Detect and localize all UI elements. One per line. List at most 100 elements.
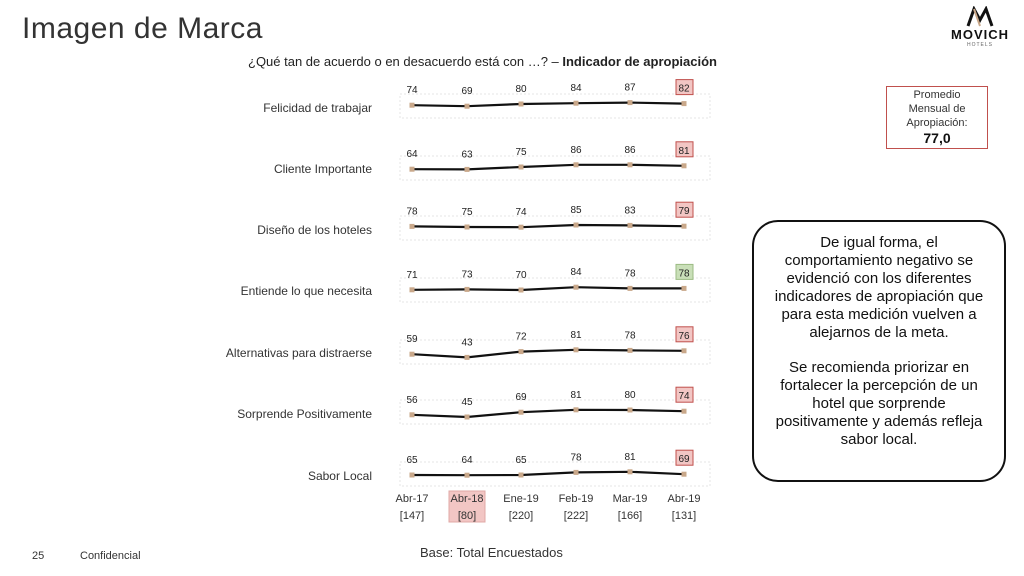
data-label: 69	[515, 392, 527, 403]
data-point	[518, 287, 524, 293]
series-label: Alternativas para distraerse	[226, 346, 372, 360]
data-point	[464, 472, 470, 478]
x-base-label: [131]	[672, 510, 696, 522]
data-label: 74	[406, 85, 418, 96]
data-point	[573, 407, 579, 413]
data-point	[409, 472, 415, 478]
x-base-label: [80]	[458, 510, 476, 522]
logo-name: MOVICH	[951, 27, 1009, 42]
data-label: 74	[515, 207, 527, 218]
average-value: 77,0	[923, 130, 951, 146]
row-guide	[399, 93, 711, 119]
data-label: 64	[461, 455, 473, 466]
data-point	[681, 223, 687, 229]
data-point	[409, 166, 415, 172]
x-tick-label: Feb-19	[559, 493, 594, 505]
data-label: 78	[624, 268, 636, 279]
data-label: 83	[624, 205, 636, 216]
data-point	[464, 354, 470, 360]
data-point	[681, 408, 687, 414]
series-line	[411, 101, 685, 108]
confidential-label: Confidencial	[80, 550, 141, 562]
series-line	[411, 408, 685, 419]
data-label: 78	[624, 330, 636, 341]
series-label: Sabor Local	[308, 469, 372, 483]
series-line	[411, 470, 685, 477]
data-label: 78	[678, 268, 690, 279]
data-label: 45	[461, 397, 473, 408]
series-label: Cliente Importante	[274, 162, 372, 176]
data-point	[681, 285, 687, 291]
x-tick-label: Mar-19	[613, 493, 648, 505]
data-point	[681, 101, 687, 107]
movich-m-icon	[966, 5, 994, 27]
data-label: 70	[515, 270, 527, 281]
period-highlight	[448, 490, 486, 523]
series-label: Diseño de los hoteles	[257, 223, 372, 237]
data-label: 86	[624, 145, 636, 156]
data-point	[627, 407, 633, 413]
row-guide	[399, 215, 711, 241]
data-point	[573, 284, 579, 290]
row-guide	[399, 155, 711, 181]
data-label: 81	[570, 330, 582, 341]
last-value-highlight	[675, 201, 694, 218]
data-point	[573, 162, 579, 168]
data-point	[627, 100, 633, 106]
data-point	[409, 102, 415, 108]
data-point	[518, 409, 524, 415]
subtitle-indicator: Indicador de apropiación	[562, 54, 717, 69]
data-point	[409, 412, 415, 418]
data-label: 43	[461, 337, 473, 348]
series-label: Sorprende Positivamente	[237, 407, 372, 421]
note-paragraph-1: De igual forma, el comportamiento negati…	[774, 234, 984, 341]
chart-subtitle: ¿Qué tan de acuerdo o en desacuerdo está…	[248, 54, 717, 69]
data-point	[464, 103, 470, 109]
data-point	[518, 164, 524, 170]
data-label: 78	[406, 206, 418, 217]
data-label: 81	[570, 390, 582, 401]
data-label: 73	[461, 269, 473, 280]
data-point	[627, 285, 633, 291]
data-label: 72	[515, 332, 527, 343]
average-label-2: Mensual de	[908, 103, 966, 115]
data-point	[681, 163, 687, 169]
data-point	[573, 469, 579, 475]
average-label-3: Apropiación:	[906, 117, 968, 129]
data-label: 79	[678, 206, 690, 217]
data-point	[464, 166, 470, 172]
last-value-highlight	[675, 141, 694, 158]
data-label: 80	[624, 390, 636, 401]
data-point	[464, 414, 470, 420]
data-label: 85	[570, 205, 582, 216]
data-label: 75	[461, 207, 473, 218]
series-label: Felicidad de trabajar	[263, 101, 372, 115]
data-label: 81	[624, 452, 636, 463]
last-value-highlight	[675, 386, 694, 403]
note-paragraph-2: Se recomienda priorizar en fortalecer la…	[775, 359, 983, 448]
last-value-highlight	[675, 79, 694, 96]
series-line	[411, 163, 685, 171]
data-point	[409, 351, 415, 357]
data-label: 56	[406, 395, 418, 406]
x-tick-label: Abr-18	[450, 493, 483, 505]
data-point	[409, 287, 415, 293]
data-label: 76	[678, 331, 690, 342]
page-title: Imagen de Marca	[22, 12, 263, 45]
data-point	[464, 286, 470, 292]
data-label: 86	[570, 145, 582, 156]
subtitle-question: ¿Qué tan de acuerdo o en desacuerdo está…	[248, 54, 563, 69]
data-point	[627, 469, 633, 475]
data-label: 65	[406, 455, 418, 466]
x-base-label: [220]	[509, 510, 533, 522]
data-label: 82	[678, 84, 690, 95]
data-label: 87	[624, 83, 636, 94]
data-label: 84	[570, 83, 582, 94]
row-guide	[399, 277, 711, 303]
row-guide	[399, 339, 711, 365]
data-point	[627, 347, 633, 353]
data-label: 75	[515, 147, 527, 158]
x-tick-label: Abr-19	[667, 493, 700, 505]
data-label: 59	[406, 334, 418, 345]
